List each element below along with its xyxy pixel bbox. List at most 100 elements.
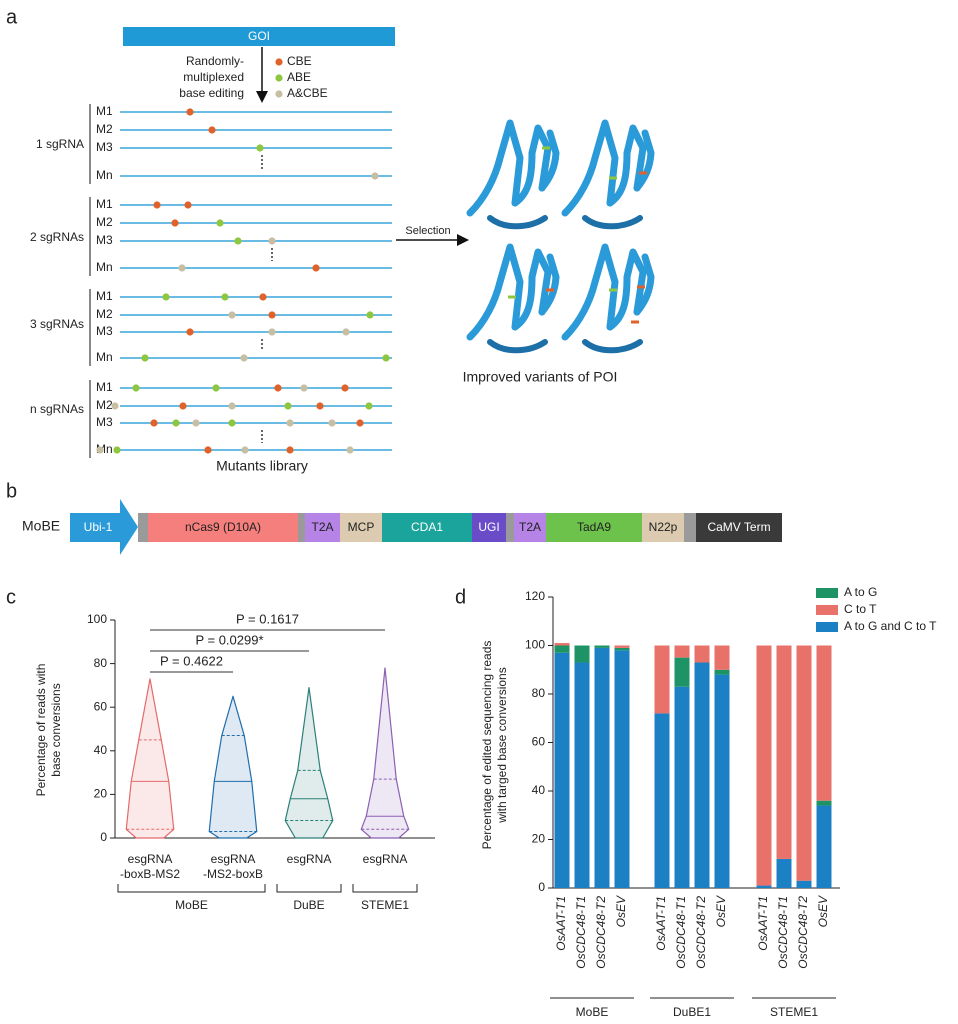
row-label: M1: [96, 380, 113, 394]
x-tick-label: OsCDC48-T2: [694, 896, 708, 969]
y-tick-label: 100: [87, 612, 107, 626]
bar-segment: [816, 805, 832, 888]
p-value: P = 0.4622: [160, 653, 223, 668]
edit-dot: [286, 419, 294, 427]
loop: [487, 339, 548, 354]
violin: [284, 686, 334, 839]
edit-dot: [268, 237, 276, 245]
legend-dot: [275, 58, 283, 66]
x-tick-label: OsCDC48-T2: [796, 896, 810, 969]
edit-dot: [366, 311, 374, 319]
group-label: MoBE: [576, 1005, 609, 1019]
bar-segment: [654, 645, 670, 714]
construct-segment: [642, 513, 684, 542]
row-label: M3: [96, 233, 113, 247]
edit-dot: [153, 201, 161, 209]
bar-segment: [816, 800, 832, 806]
y-tick-label: 80: [94, 656, 108, 670]
legend-label: A to G: [844, 585, 877, 599]
edit-dot: [171, 219, 179, 227]
y-tick-label: 80: [532, 686, 546, 700]
construct-segment: [546, 513, 642, 542]
y-tick-label: 100: [525, 638, 545, 652]
bar-segment: [614, 650, 630, 888]
violin: [208, 695, 258, 839]
construct-segment: [148, 513, 298, 542]
bar-segment: [674, 657, 690, 687]
construct-segment: [472, 513, 506, 542]
y-axis-label: Percentage of edited sequencing reads: [480, 641, 494, 850]
legend-dot: [275, 90, 283, 98]
spacer: [298, 513, 305, 542]
strand: [633, 253, 655, 316]
edit-dot: [371, 172, 379, 180]
row-label: M2: [96, 307, 113, 321]
bar-segment: [796, 880, 812, 888]
edit-dot: [342, 328, 350, 336]
y-tick-label: 0: [538, 880, 545, 894]
segment-label: T2A: [519, 520, 541, 534]
edit-dot: [186, 328, 194, 336]
bar-segment: [694, 645, 710, 663]
spacer: [506, 513, 514, 542]
row-label: Mn: [96, 260, 113, 274]
edit-dot: [208, 126, 216, 134]
construct-segment: [514, 513, 546, 542]
group-label: DuBE1: [673, 1005, 711, 1019]
edit-dot: [212, 384, 220, 392]
group-label: STEME1: [361, 898, 409, 912]
construct-segment: [382, 513, 472, 542]
bar-segment: [776, 858, 792, 888]
x-tick-label: OsEV: [614, 895, 628, 927]
segment-label: T2A: [311, 520, 333, 534]
bar-segment: [554, 645, 570, 653]
library-label: Mutants library: [216, 458, 308, 474]
edit-dot: [216, 219, 224, 227]
group-brace: [352, 884, 418, 893]
panel-label: d: [455, 586, 466, 608]
bar-segment: [594, 647, 610, 888]
bar-segment: [614, 645, 630, 648]
selection-label: Selection: [405, 225, 450, 237]
bar-segment: [694, 662, 710, 888]
edit-dot: [132, 384, 140, 392]
x-tick-label: OsEV: [714, 895, 728, 927]
edit-dot: [341, 384, 349, 392]
legend-swatch: [816, 588, 838, 598]
legend-swatch: [816, 622, 838, 632]
construct-name: MoBE: [22, 518, 60, 534]
edit-dot: [256, 144, 264, 152]
bar-segment: [554, 643, 570, 646]
edit-dot: [356, 419, 364, 427]
x-tick-label: OsAAT-T1: [654, 896, 668, 951]
edit-dot: [328, 419, 336, 427]
row-label: Mn: [96, 350, 113, 364]
segment-label: CDA1: [411, 520, 443, 534]
segment-label: N22p: [649, 520, 678, 534]
bar-segment: [574, 662, 590, 888]
strand: [561, 243, 619, 341]
row-label: M1: [96, 197, 113, 211]
group-label: DuBE: [293, 898, 324, 912]
edit-dot: [240, 354, 248, 362]
mutation-mark: [631, 320, 639, 324]
x-tick-label: -MS2-boxB: [203, 867, 263, 881]
result-label: Improved variants of POI: [463, 369, 618, 385]
y-axis-label: base conversions: [49, 683, 63, 776]
edit-dot: [221, 293, 229, 301]
edit-dot: [150, 419, 158, 427]
x-tick-label: esgRNA: [211, 852, 256, 866]
spacer: [138, 513, 148, 542]
edit-dot: [172, 419, 180, 427]
strand: [538, 253, 560, 316]
goi-label: GOI: [248, 29, 270, 43]
edit-dot: [179, 402, 187, 410]
bar-segment: [574, 645, 590, 663]
row-label: M3: [96, 324, 113, 338]
bar-segment: [654, 713, 670, 888]
y-tick-label: 40: [532, 783, 546, 797]
edit-dot: [286, 446, 294, 454]
edit-dot: [300, 384, 308, 392]
mutation-mark: [508, 295, 516, 299]
